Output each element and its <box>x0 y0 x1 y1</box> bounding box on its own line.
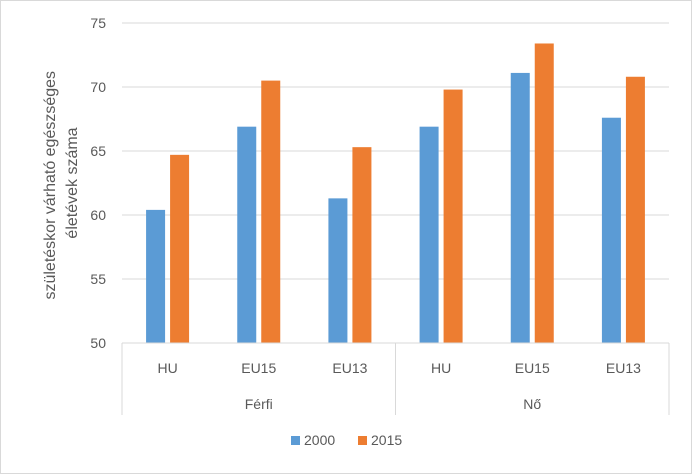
category-label: EU13 <box>332 360 367 376</box>
legend-swatch <box>358 436 367 445</box>
gridlines <box>122 22 669 280</box>
y-tick-label: 60 <box>90 207 106 223</box>
y-tick-label: 50 <box>90 335 106 351</box>
x-axis <box>121 342 670 415</box>
y-tick-label: 65 <box>90 143 106 159</box>
bar-2000 <box>419 126 439 344</box>
bar-2015 <box>352 147 372 343</box>
category-label: HU <box>157 360 177 376</box>
bar-2015 <box>625 76 645 343</box>
bar-2000 <box>146 209 166 343</box>
bar-2015 <box>170 154 190 343</box>
y-axis-title-line-1: születéskor várható egészséges <box>42 71 59 300</box>
bar-2015 <box>261 80 281 343</box>
legend-label: 2000 <box>304 432 335 448</box>
legend: 2000 2015 <box>291 432 402 448</box>
y-axis-title: születéskor várható egészséges életévek … <box>42 66 81 299</box>
legend-item-2000: 2000 <box>291 432 335 448</box>
bar-2000 <box>601 117 621 343</box>
bar-2000 <box>237 126 257 344</box>
legend-label: 2015 <box>371 432 402 448</box>
bar-2015 <box>443 89 463 343</box>
y-axis-title-line-2: életévek száma <box>64 127 81 238</box>
bar-2000 <box>510 72 530 344</box>
bar-2015 <box>534 43 554 343</box>
y-axis-ticks: 50 55 60 65 70 75 <box>90 15 106 351</box>
category-label: EU15 <box>515 360 550 376</box>
bar-2000 <box>328 198 348 343</box>
group-label: Férfi <box>245 396 273 412</box>
y-tick-label: 55 <box>90 271 106 287</box>
category-label: HU <box>431 360 451 376</box>
category-label: EU15 <box>241 360 276 376</box>
y-tick-label: 70 <box>90 79 106 95</box>
group-labels: Férfi Nő <box>245 396 542 412</box>
category-label: EU13 <box>606 360 641 376</box>
category-labels: HU EU15 EU13 HU EU15 EU13 <box>157 360 641 376</box>
bars <box>146 43 645 344</box>
legend-swatch <box>291 436 300 445</box>
legend-item-2015: 2015 <box>358 432 402 448</box>
group-label: Nő <box>523 396 541 412</box>
y-tick-label: 75 <box>90 15 106 31</box>
